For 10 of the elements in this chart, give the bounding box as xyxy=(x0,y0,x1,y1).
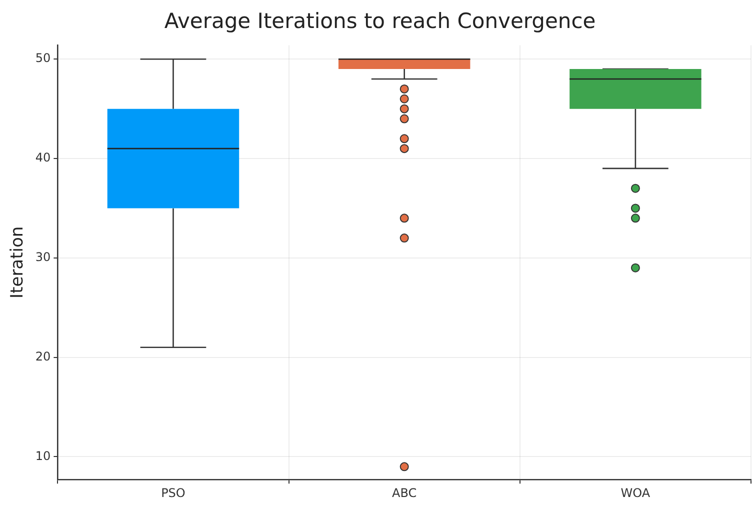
y-tick-label: 10 xyxy=(35,448,51,463)
y-axis-title: Iteration xyxy=(8,226,28,298)
chart-title: Average Iterations to reach Convergence xyxy=(164,9,596,34)
y-tick-label: 30 xyxy=(35,250,51,264)
y-tick-label: 20 xyxy=(35,349,51,364)
x-tick-label: WOA xyxy=(620,486,651,500)
x-tick-label: ABC xyxy=(392,486,417,500)
y-tick-label: 50 xyxy=(35,51,51,66)
x-tick-label: PSO xyxy=(161,486,186,500)
y-tick-label: 40 xyxy=(35,150,51,165)
